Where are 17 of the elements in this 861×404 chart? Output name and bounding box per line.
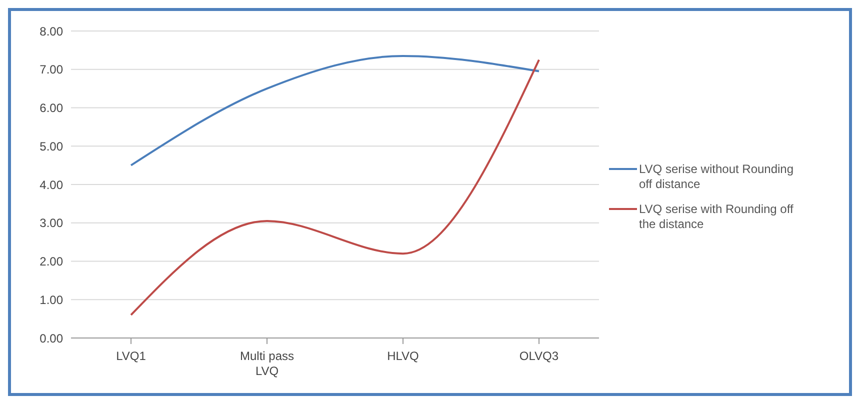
line-series (130, 54, 540, 166)
y-tick-label: 6.00 (40, 101, 64, 116)
x-tick-label: OLVQ3 (519, 349, 559, 363)
line-series (130, 58, 540, 316)
y-tick-label: 3.00 (40, 216, 64, 230)
x-tick-label: Multi pass LVQ (240, 349, 294, 378)
y-tick-label: 1.00 (40, 292, 64, 307)
x-tick-label: HLVQ (387, 349, 419, 363)
x-tick-label: LVQ1 (116, 349, 146, 363)
y-tick-label: 2.00 (40, 254, 64, 269)
y-tick-label: 8.00 (40, 24, 64, 38)
y-tick-label: 4.00 (40, 178, 64, 192)
y-tick-label: 7.00 (40, 62, 64, 77)
y-tick-label: 5.00 (40, 139, 64, 154)
y-tick-label: 0.00 (40, 331, 64, 346)
legend-label: LVQ serise without Rounding off distance (639, 162, 795, 192)
legend-label: LVQ serise with Rounding off the distance (639, 202, 794, 232)
